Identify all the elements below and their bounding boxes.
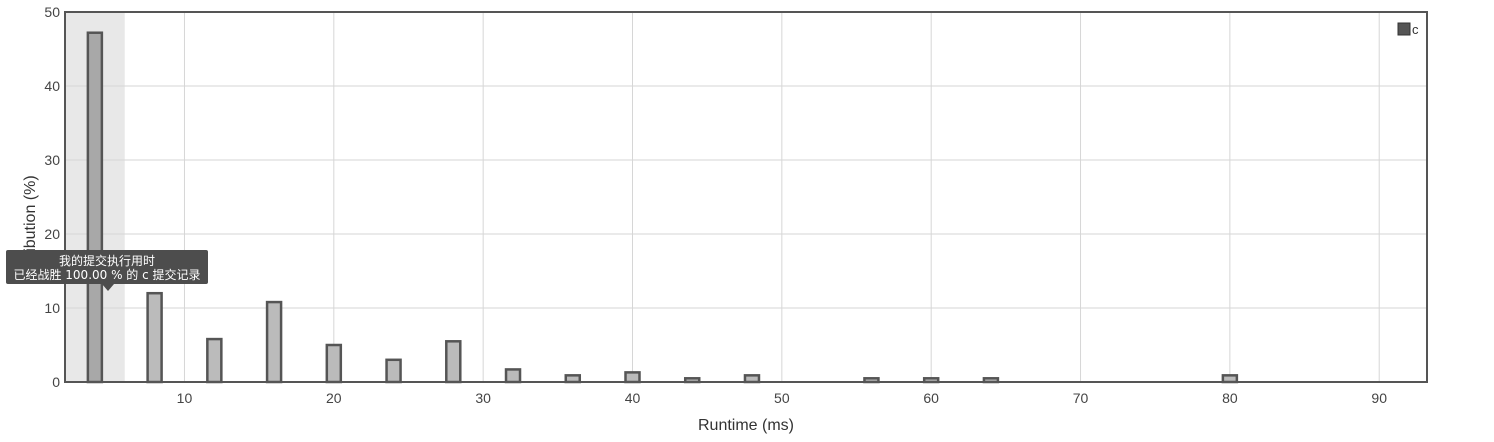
- y-tick-label: 30: [44, 152, 60, 168]
- bars: [86, 31, 1239, 384]
- bar[interactable]: [504, 368, 522, 384]
- bar[interactable]: [265, 300, 283, 384]
- legend: c: [1397, 22, 1419, 37]
- bar[interactable]: [445, 340, 462, 384]
- grid-lines: [65, 11, 1427, 382]
- submission-tooltip: 我的提交执行用时 已经战胜 100.00 % 的 c 提交记录: [6, 250, 208, 291]
- y-tick-label: 20: [44, 226, 60, 242]
- plot-frame: [64, 11, 1428, 383]
- y-tick-label: 10: [44, 300, 60, 316]
- bar[interactable]: [624, 371, 641, 384]
- x-tick-label: 40: [625, 390, 641, 406]
- tooltip-arrow: [102, 284, 114, 291]
- x-tick-label: 70: [1073, 390, 1089, 406]
- y-tick-label: 0: [52, 374, 60, 390]
- x-tick-label: 80: [1222, 390, 1238, 406]
- tooltip-line-1: 我的提交执行用时: [58, 254, 155, 268]
- bar[interactable]: [206, 337, 223, 384]
- x-tick-label: 10: [177, 390, 193, 406]
- tick-labels: 0 10 20 30 40 50 10 20 30 40 50 60 70 80 90: [44, 4, 1387, 406]
- x-tick-label: 50: [774, 390, 790, 406]
- bar[interactable]: [325, 343, 343, 384]
- bar[interactable]: [86, 31, 104, 384]
- legend-label: c: [1412, 22, 1419, 37]
- x-tick-label: 60: [923, 390, 939, 406]
- y-tick-label: 40: [44, 78, 60, 94]
- x-axis-label: Runtime (ms): [698, 417, 794, 434]
- legend-swatch: [1397, 22, 1411, 36]
- tooltip-line-2: 已经战胜 100.00 % 的 c 提交记录: [13, 268, 201, 282]
- y-tick-label: 50: [44, 4, 60, 20]
- x-tick-label: 20: [326, 390, 342, 406]
- x-tick-label: 30: [475, 390, 491, 406]
- bar[interactable]: [146, 291, 163, 384]
- x-tick-label: 90: [1371, 390, 1387, 406]
- bar[interactable]: [385, 358, 402, 384]
